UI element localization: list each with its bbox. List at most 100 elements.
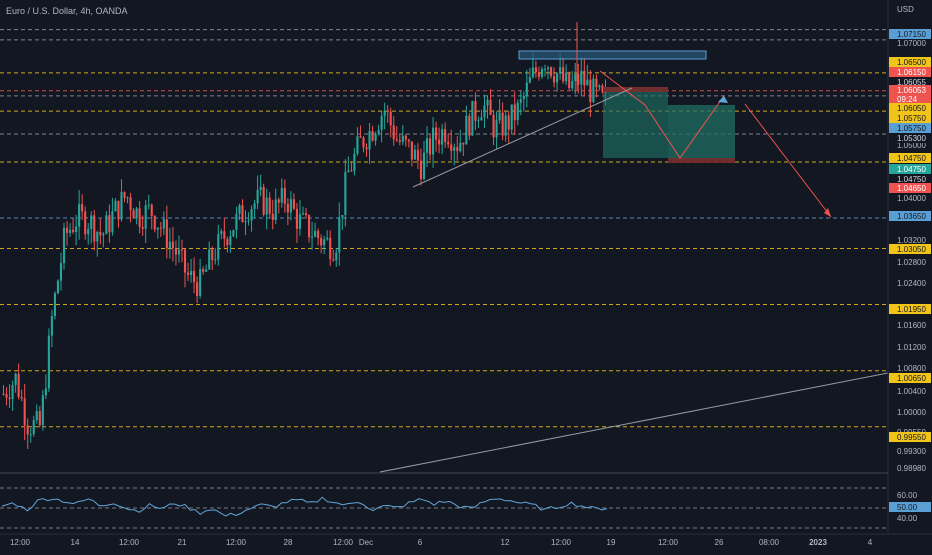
candle-body[interactable] [510,104,513,130]
candle-body[interactable] [298,214,302,229]
candle-body[interactable] [171,241,174,249]
candle-body[interactable] [350,170,353,172]
candle-body[interactable] [223,231,226,239]
candle-body[interactable] [62,227,66,264]
candle-body[interactable] [404,135,407,140]
candle-body[interactable] [132,210,135,219]
candle-body[interactable] [75,226,78,233]
candle-body[interactable] [425,138,429,153]
candle-body[interactable] [574,73,577,82]
candle-body[interactable] [419,160,423,180]
candle-body[interactable] [471,100,474,136]
price-axis-labels[interactable]: 1.07150 1.065001.061501.060551.0605309:24… [889,29,931,442]
candle-body[interactable] [428,138,432,155]
candle-body[interactable] [168,241,171,249]
candle-body[interactable] [102,233,105,236]
candle-body[interactable] [301,213,305,215]
price-label-badge[interactable] [889,373,931,383]
candle-body[interactable] [53,293,56,316]
candle-body[interactable] [395,139,398,141]
candle-body[interactable] [283,187,286,204]
candle-body[interactable] [568,72,571,89]
candle-body[interactable] [183,249,187,273]
candle-body[interactable] [238,205,241,214]
candle-body[interactable] [314,230,317,237]
candle-body[interactable] [534,67,537,73]
candle-body[interactable] [8,397,11,399]
candle-body[interactable] [504,115,507,136]
candle-body[interactable] [562,67,565,82]
candle-body[interactable] [111,211,114,233]
candle-body[interactable] [359,136,362,138]
candle-body[interactable] [5,393,8,398]
candle-body[interactable] [93,215,96,242]
candle-body[interactable] [450,144,453,151]
candle-body[interactable] [356,136,359,154]
candle-body[interactable] [193,270,196,283]
candle-body[interactable] [528,77,531,83]
candle-body[interactable] [90,215,93,229]
long-term-trendline[interactable] [379,372,889,473]
candle-body[interactable] [274,199,277,220]
candle-body[interactable] [220,231,223,234]
candle-body[interactable] [507,115,510,130]
candle-body[interactable] [295,208,298,229]
candle-body[interactable] [147,204,150,206]
candle-body[interactable] [202,269,205,272]
candle-body[interactable] [374,133,377,141]
candle-body[interactable] [323,239,326,246]
candle-body[interactable] [344,172,347,215]
candle-body[interactable] [84,211,87,235]
price-label-badge[interactable] [889,29,931,39]
candle-body[interactable] [177,249,181,255]
candle-body[interactable] [432,127,435,155]
candle-body[interactable] [232,230,235,237]
candle-body[interactable] [447,141,450,145]
projection-path[interactable] [599,70,725,159]
candle-body[interactable] [540,68,544,77]
candle-body[interactable] [153,215,156,230]
candle-body[interactable] [268,197,271,214]
position-stop-zone-2[interactable] [668,158,735,163]
candle-body[interactable] [522,95,525,100]
candle-body[interactable] [123,192,126,198]
position-profit-zone[interactable] [603,87,668,158]
candle-body[interactable] [513,104,516,121]
candle-body[interactable] [250,209,253,221]
candle-body[interactable] [235,213,238,231]
candle-body[interactable] [144,205,147,229]
candle-body[interactable] [495,120,498,138]
price-label-badge[interactable] [889,103,931,113]
candle-body[interactable] [565,72,568,82]
candle-body[interactable] [35,411,38,421]
candle-body[interactable] [129,197,132,211]
candle-body[interactable] [407,139,410,142]
candle-body[interactable] [549,67,553,77]
candle-body[interactable] [262,186,265,215]
candle-body[interactable] [438,139,441,145]
candle-body[interactable] [383,110,386,116]
candle-body[interactable] [271,213,274,220]
candle-body[interactable] [78,204,81,227]
candle-body[interactable] [244,221,247,223]
candle-body[interactable] [20,397,23,399]
candle-body[interactable] [150,204,153,216]
candle-body[interactable] [138,208,141,227]
candle-body[interactable] [392,125,395,140]
candle-body[interactable] [108,215,111,233]
candle-body[interactable] [326,237,329,240]
candle-body[interactable] [307,215,311,238]
candle-body[interactable] [353,153,356,171]
candle-body[interactable] [332,259,335,261]
candle-body[interactable] [537,72,540,77]
candle-body[interactable] [601,85,604,92]
candle-body[interactable] [59,263,63,281]
candle-body[interactable] [135,208,138,219]
candle-body[interactable] [159,227,162,229]
candle-body[interactable] [410,141,413,160]
price-pane[interactable] [0,29,888,449]
candle-body[interactable] [480,117,483,121]
candle-body[interactable] [559,67,562,74]
candle-body[interactable] [380,115,383,130]
